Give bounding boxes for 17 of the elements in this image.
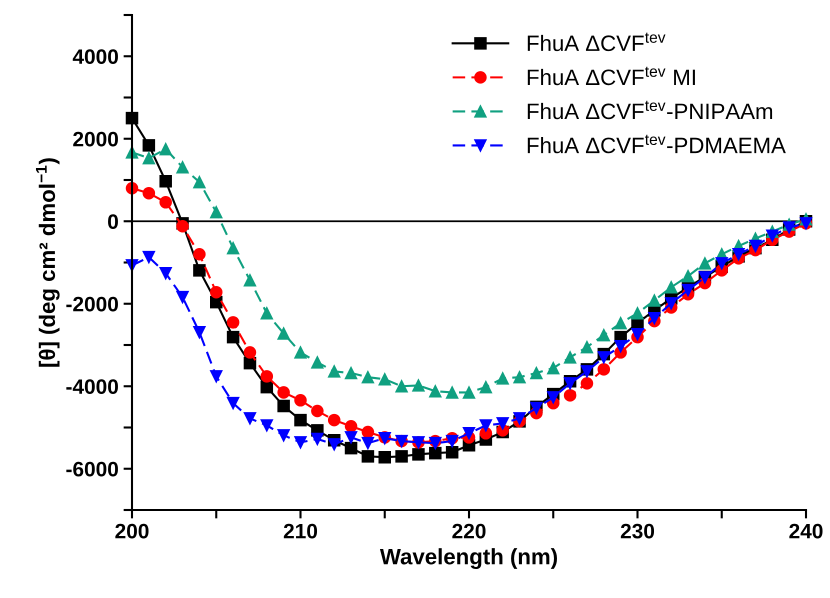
y-tick-label: 2000 — [73, 132, 118, 147]
y-tick-label: 4000 — [72, 49, 118, 64]
legend-label: FhuA ΔCVF$^{tev}$ — [528, 32, 666, 52]
legend-label: FhuA ΔCVF$^{tev}$-PNIPAAm — [528, 100, 772, 120]
y-tick-label: -2000 — [66, 296, 118, 312]
x-axis-title: Wavelength (nm) — [380, 548, 557, 569]
x-tick-label: 210 — [284, 524, 318, 538]
y-tick-label: 0 — [108, 214, 118, 230]
x-tick-label: 230 — [620, 524, 654, 539]
legend-label: FhuA ΔCVF$^{tev}$-PDMAEMA — [528, 134, 786, 154]
legend-label: FhuA ΔCVF$^{tev}$ MI — [528, 66, 695, 86]
y-axis-title: [θ] (deg cm² dmol$^{−1}$) — [36, 158, 60, 367]
x-tick-label: 200 — [115, 524, 149, 538]
x-tick-label: 220 — [452, 524, 486, 538]
x-tick-label: 240 — [789, 524, 823, 538]
y-tick-label: -6000 — [66, 462, 118, 477]
y-tick-label: -4000 — [66, 379, 118, 394]
